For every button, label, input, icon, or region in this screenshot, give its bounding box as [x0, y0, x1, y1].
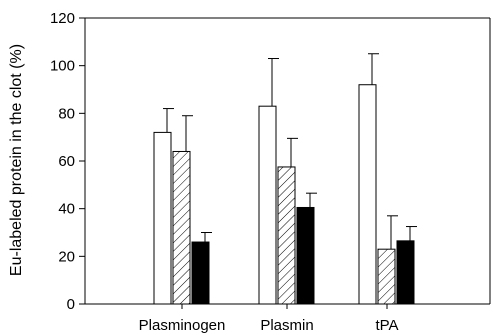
axes [79, 17, 491, 309]
bar-hatched [377, 248, 396, 305]
bar-hatched [172, 150, 191, 305]
bar-black [191, 241, 210, 305]
bar-white [358, 84, 377, 305]
bar-black [396, 240, 415, 305]
bar-white [153, 131, 172, 305]
y-tick-label: 120 [50, 10, 75, 27]
category-label: Plasmin [260, 317, 313, 334]
y-axis-title: Eu-labeled protein in the clot (%) [8, 44, 25, 276]
y-tick-label: 40 [58, 201, 75, 218]
bar-black [296, 206, 315, 305]
y-tick-label: 80 [58, 105, 75, 122]
labels: 0 20 40 60 80 100 120 Plasminogen Plasmin tPA [50, 10, 399, 334]
y-tick-label: 60 [58, 153, 75, 170]
bar-hatched [277, 166, 296, 305]
bar-white [258, 105, 277, 305]
y-tick-label: 0 [67, 296, 75, 313]
category-label: tPA [375, 317, 398, 334]
bars [153, 53, 417, 305]
category-label: Plasminogen [139, 317, 226, 334]
y-tick-label: 100 [50, 58, 75, 75]
y-tick-label: 20 [58, 248, 75, 265]
